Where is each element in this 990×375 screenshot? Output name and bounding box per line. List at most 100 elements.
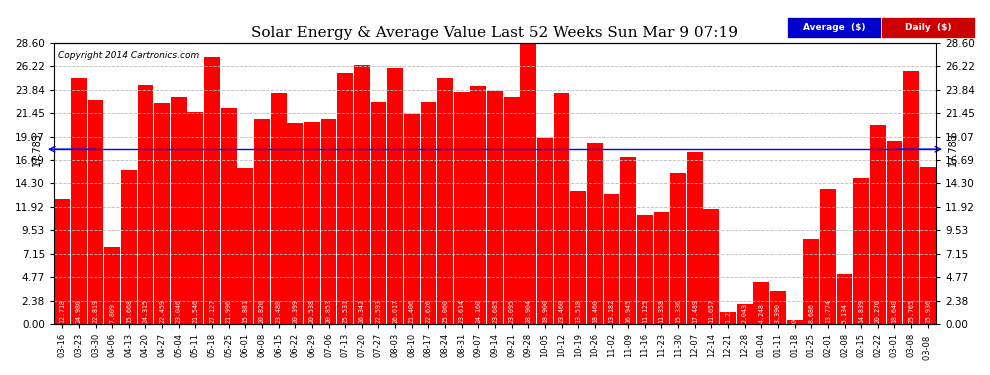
Text: 24.160: 24.160 xyxy=(475,298,481,322)
Bar xyxy=(504,97,520,324)
Bar xyxy=(604,195,620,324)
Text: 17.489: 17.489 xyxy=(692,298,698,322)
Bar xyxy=(587,142,603,324)
Title: Solar Energy & Average Value Last 52 Weeks Sun Mar 9 07:19: Solar Energy & Average Value Last 52 Wee… xyxy=(251,26,739,40)
Text: 14.839: 14.839 xyxy=(858,298,864,322)
Text: 11.657: 11.657 xyxy=(709,298,715,322)
Text: 8.686: 8.686 xyxy=(808,303,814,322)
Bar xyxy=(354,65,369,324)
Bar xyxy=(903,71,919,324)
Bar xyxy=(487,91,503,324)
Bar xyxy=(421,102,437,324)
Text: 23.095: 23.095 xyxy=(509,298,515,322)
Bar xyxy=(304,122,320,324)
Text: 11.358: 11.358 xyxy=(658,298,664,322)
Text: 11.125: 11.125 xyxy=(642,298,647,322)
Text: 25.531: 25.531 xyxy=(343,298,348,322)
Text: 18.900: 18.900 xyxy=(542,298,547,322)
Text: 5.134: 5.134 xyxy=(842,303,847,322)
Bar xyxy=(71,78,87,324)
Bar xyxy=(187,112,203,324)
Text: 20.853: 20.853 xyxy=(326,298,332,322)
Bar xyxy=(270,93,286,324)
Text: 23.046: 23.046 xyxy=(176,298,182,322)
Bar xyxy=(154,103,170,324)
Bar xyxy=(438,78,453,324)
Bar xyxy=(537,138,552,324)
Text: 22.626: 22.626 xyxy=(426,298,432,322)
Bar xyxy=(453,92,469,324)
Text: 24.315: 24.315 xyxy=(143,298,148,322)
Bar xyxy=(753,282,769,324)
Bar xyxy=(54,199,70,324)
Bar xyxy=(204,57,220,324)
Text: 27.127: 27.127 xyxy=(209,298,215,322)
Text: 17.783: 17.783 xyxy=(33,132,43,166)
Text: 21.406: 21.406 xyxy=(409,298,415,322)
Bar xyxy=(770,291,786,324)
Text: 20.538: 20.538 xyxy=(309,298,315,322)
Text: 4.248: 4.248 xyxy=(758,303,764,322)
Bar xyxy=(704,210,720,324)
Text: 23.488: 23.488 xyxy=(275,298,281,322)
Text: 15.336: 15.336 xyxy=(675,298,681,322)
Text: 18.640: 18.640 xyxy=(891,298,898,322)
Text: 21.546: 21.546 xyxy=(192,298,198,322)
Text: 13.182: 13.182 xyxy=(609,298,615,322)
Bar xyxy=(653,212,669,324)
Text: 22.459: 22.459 xyxy=(159,298,165,322)
Text: 23.460: 23.460 xyxy=(558,298,564,322)
Text: 21.996: 21.996 xyxy=(226,298,232,322)
Text: 20.399: 20.399 xyxy=(292,298,298,322)
Text: 23.614: 23.614 xyxy=(458,298,464,322)
Bar xyxy=(121,170,137,324)
Text: Copyright 2014 Cartronics.com: Copyright 2014 Cartronics.com xyxy=(58,51,200,60)
Bar xyxy=(338,73,353,324)
Text: 15.881: 15.881 xyxy=(243,298,248,322)
Text: 20.820: 20.820 xyxy=(259,298,265,322)
Bar xyxy=(637,214,652,324)
Text: 22.819: 22.819 xyxy=(92,298,99,322)
Text: 25.060: 25.060 xyxy=(443,298,448,322)
Bar xyxy=(521,40,537,324)
Bar xyxy=(387,68,403,324)
Bar xyxy=(470,87,486,324)
Text: 1.236: 1.236 xyxy=(725,303,731,322)
Bar xyxy=(404,114,420,324)
Bar xyxy=(820,189,836,324)
Text: 24.980: 24.980 xyxy=(76,298,82,322)
Text: 16.945: 16.945 xyxy=(625,298,632,322)
Text: 17.783: 17.783 xyxy=(947,132,957,166)
Bar xyxy=(887,141,903,324)
Bar xyxy=(87,100,103,324)
Text: 25.765: 25.765 xyxy=(908,298,914,322)
Text: 13.774: 13.774 xyxy=(825,298,831,322)
Text: Daily  ($): Daily ($) xyxy=(905,22,951,32)
Bar xyxy=(720,312,736,324)
Text: Average  ($): Average ($) xyxy=(803,22,865,32)
Bar xyxy=(221,108,237,324)
Bar xyxy=(287,123,303,324)
Bar xyxy=(138,85,153,324)
Text: 12.718: 12.718 xyxy=(59,298,65,322)
Bar xyxy=(238,168,253,324)
Text: 15.936: 15.936 xyxy=(925,298,931,322)
Text: 3.390: 3.390 xyxy=(775,303,781,322)
Bar xyxy=(621,158,636,324)
Bar xyxy=(870,125,886,324)
Bar xyxy=(370,102,386,324)
Text: 26.342: 26.342 xyxy=(358,298,365,322)
Text: 20.270: 20.270 xyxy=(875,298,881,322)
Bar xyxy=(803,238,819,324)
Text: 22.593: 22.593 xyxy=(375,298,381,322)
Text: 2.043: 2.043 xyxy=(742,303,747,322)
Bar xyxy=(670,173,686,324)
Text: 13.518: 13.518 xyxy=(575,298,581,322)
Bar xyxy=(570,191,586,324)
Bar xyxy=(837,274,852,324)
Bar xyxy=(853,178,869,324)
Bar xyxy=(171,98,187,324)
Bar xyxy=(737,304,752,324)
Text: 26.017: 26.017 xyxy=(392,298,398,322)
Bar xyxy=(687,152,703,324)
